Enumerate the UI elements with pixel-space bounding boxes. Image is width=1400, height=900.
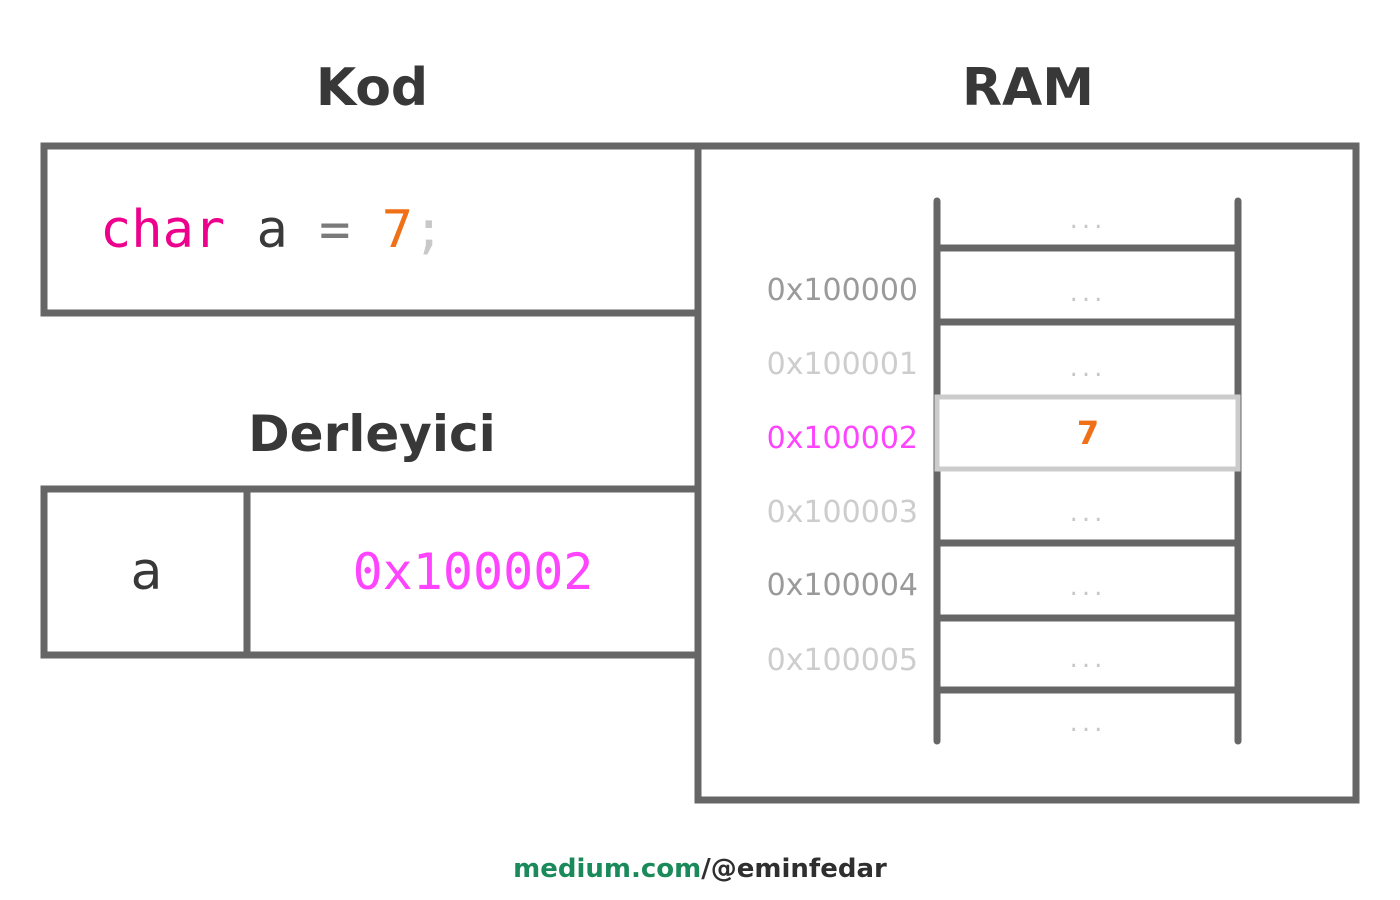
memory-address: 0x100005 — [766, 643, 918, 678]
memory-address: 0x100000 — [766, 273, 918, 308]
memory-address: 0x100003 — [766, 495, 918, 530]
symbol-name: a — [130, 542, 163, 602]
memory-cell: ... — [1069, 353, 1107, 383]
code-title: Kod — [315, 58, 429, 118]
memory-address-highlighted: 0x100002 — [766, 421, 918, 456]
footer-handle[interactable]: /@eminfedar — [701, 854, 887, 884]
symbol-address: 0x100002 — [352, 543, 594, 601]
memory-cell-value: 7 — [1076, 414, 1100, 452]
ram-box — [694, 142, 1360, 804]
footer-domain[interactable]: medium.com — [513, 854, 702, 884]
code-line: char a = 7; — [100, 198, 444, 262]
code-keyword: char — [100, 200, 226, 260]
code-operator: = — [319, 200, 351, 260]
memory-cell: ... — [1069, 572, 1107, 602]
highlighted-memory-cell — [934, 394, 1241, 472]
code-box — [40, 142, 702, 317]
ram-title: RAM — [961, 58, 1095, 118]
footer-credit: medium.com/@eminfedar — [0, 852, 1400, 886]
memory-cell: ... — [1069, 644, 1107, 674]
memory-address: 0x100004 — [766, 568, 918, 603]
symbol-table-box — [40, 485, 702, 659]
memory-address: 0x100001 — [766, 347, 918, 382]
memory-cell: ... — [1069, 205, 1107, 235]
compiler-title: Derleyici — [248, 405, 496, 463]
code-value: 7 — [381, 200, 414, 260]
memory-cell: ... — [1069, 498, 1107, 528]
code-variable: a — [256, 200, 288, 260]
memory-cell: ... — [1069, 278, 1107, 308]
code-terminator: ; — [413, 200, 445, 260]
memory-cell: ... — [1069, 708, 1107, 738]
